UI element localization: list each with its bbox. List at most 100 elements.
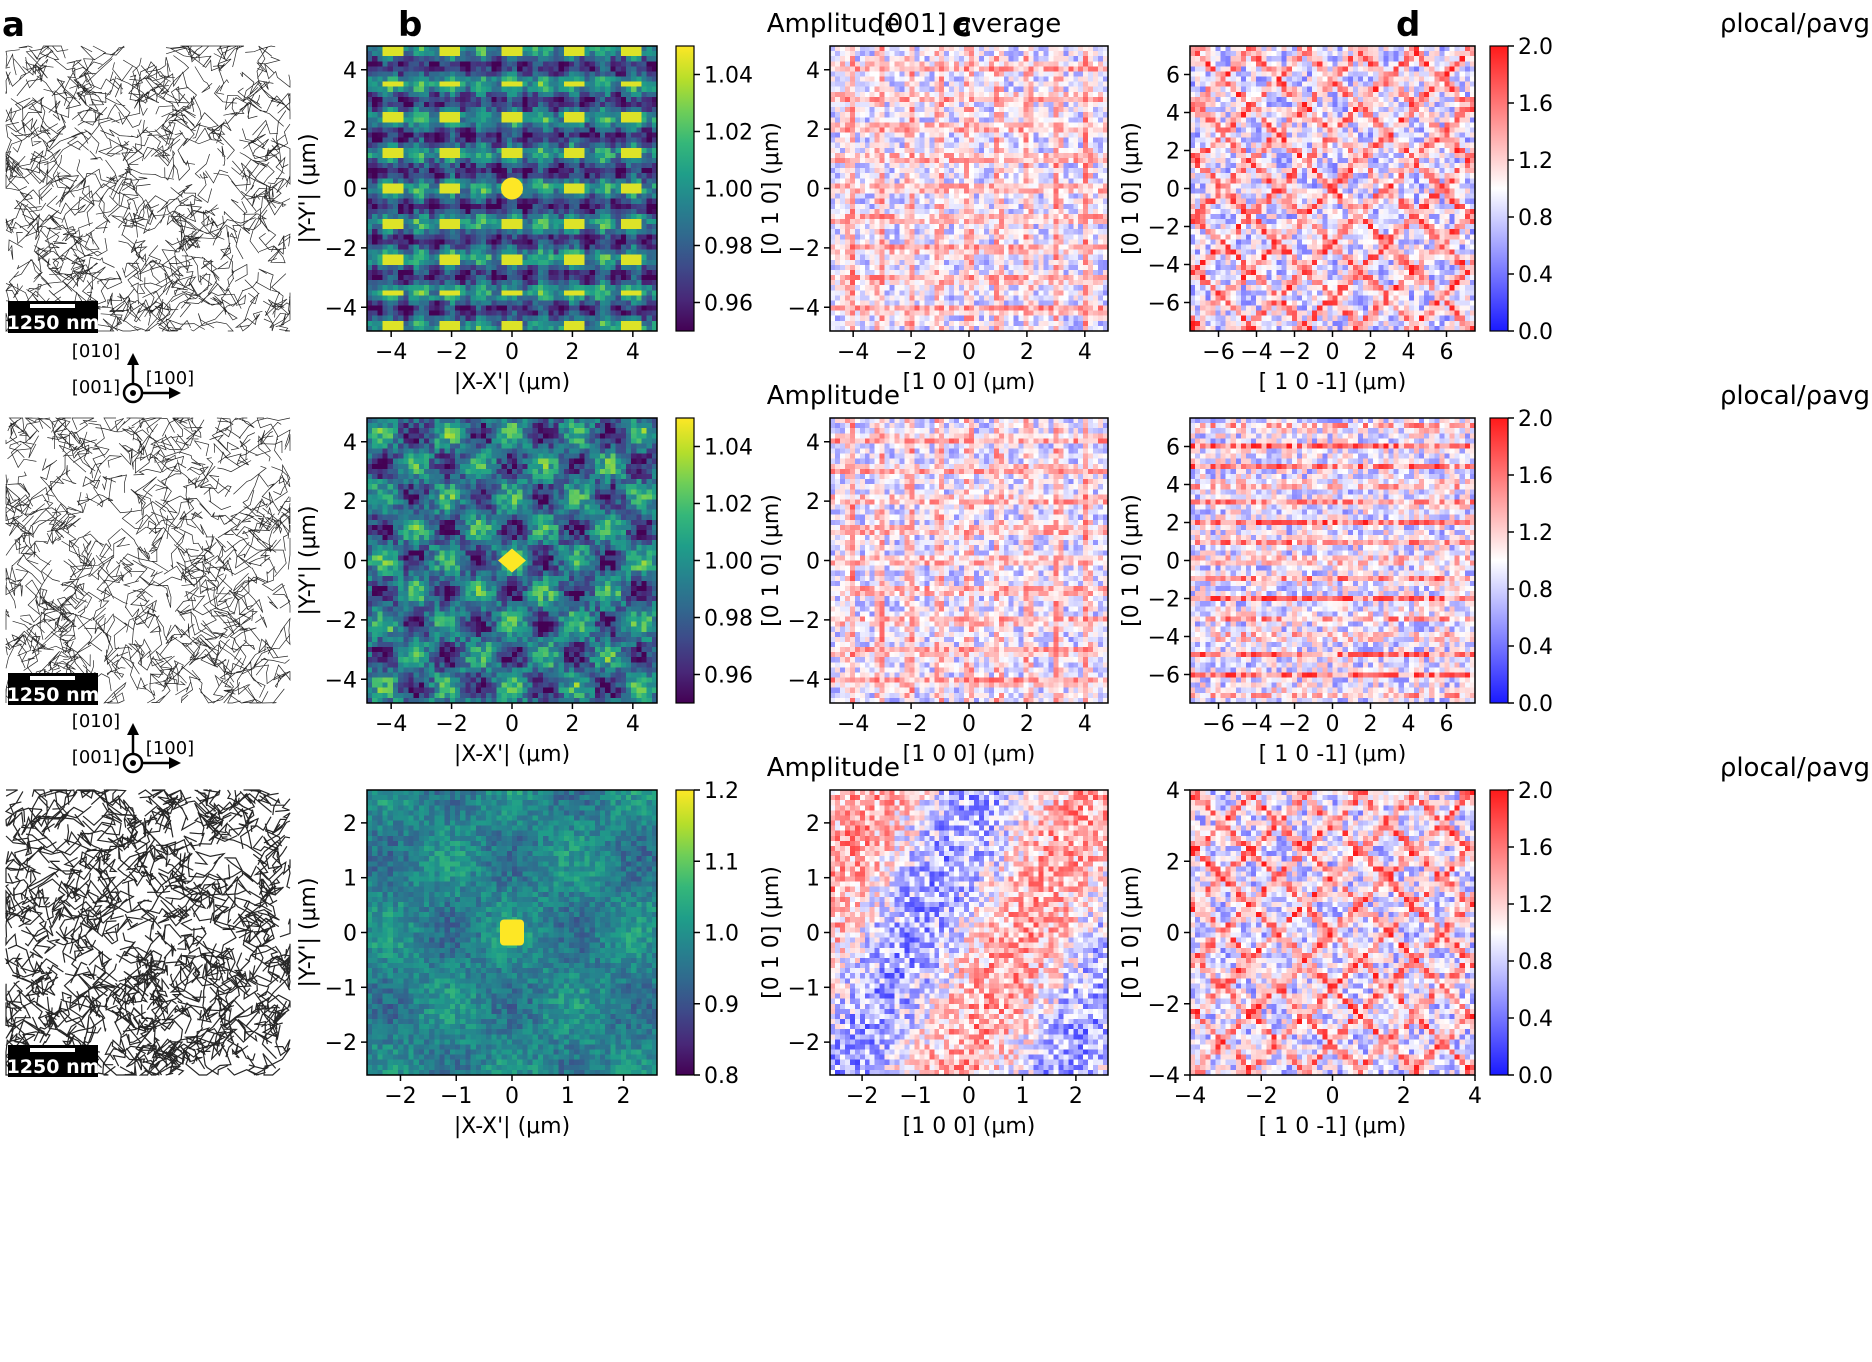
y-axis-label: |Y-Y'| (μm)	[296, 877, 321, 987]
colorbar-tick-label: 1.2	[1518, 149, 1553, 174]
y-tick-label: −2	[325, 609, 357, 634]
panel-letter-d: d	[1396, 5, 1420, 45]
y-tick-label: 0	[1166, 178, 1180, 203]
y-tick-label: −2	[788, 1031, 820, 1056]
colorbar-tick-label: 1.04	[704, 64, 753, 89]
axis-label-001: [001]	[72, 747, 120, 768]
y-tick-label: −4	[788, 296, 820, 321]
heatmap-cells	[830, 418, 1108, 703]
y-tick-label: 4	[806, 431, 820, 456]
x-axis-label: |X-X'| (μm)	[454, 1114, 570, 1139]
colorbar-title: ρlocal/ρavg	[1720, 9, 1870, 39]
y-tick-label: −2	[1148, 216, 1180, 241]
x-tick-label: 4	[626, 712, 640, 737]
y-axis-label: [0 1 0] (μm)	[759, 494, 784, 627]
x-tick-label: −2	[1278, 340, 1310, 365]
x-tick-label: 4	[1402, 712, 1416, 737]
y-tick-label: 0	[1166, 922, 1180, 947]
y-tick-label: 0	[343, 922, 357, 947]
x-axis-label: |X-X'| (μm)	[454, 742, 570, 767]
x-tick-label: 0	[1326, 340, 1340, 365]
x-tick-label: 2	[565, 340, 579, 365]
x-tick-label: −4	[375, 712, 407, 737]
x-tick-label: −4	[837, 340, 869, 365]
colorbar-tick-label: 2.0	[1518, 407, 1553, 432]
colorbar-tick-label: 2.0	[1518, 779, 1553, 804]
y-tick-label: 4	[806, 59, 820, 84]
x-tick-label: −2	[895, 340, 927, 365]
colorbar-tick-label: 0.0	[1518, 692, 1553, 717]
x-tick-label: 6	[1440, 340, 1454, 365]
y-tick-label: −2	[1148, 993, 1180, 1018]
colorbar-tick-label: 0.0	[1518, 320, 1553, 345]
x-tick-label: −2	[384, 1084, 416, 1109]
y-tick-label: 4	[343, 431, 357, 456]
x-tick-label: −4	[1240, 340, 1272, 365]
x-tick-label: −6	[1202, 340, 1234, 365]
y-tick-label: −4	[1148, 1064, 1180, 1089]
colorbar-tick-label: 0.4	[1518, 635, 1553, 660]
x-axis-label: [1 0 0] (μm)	[903, 370, 1036, 395]
x-tick-label: 2	[1364, 712, 1378, 737]
y-tick-label: 4	[343, 59, 357, 84]
x-tick-label: 4	[1402, 340, 1416, 365]
y-tick-label: −4	[1148, 254, 1180, 279]
x-tick-label: 0	[962, 712, 976, 737]
y-tick-label: −2	[325, 237, 357, 262]
y-tick-label: 4	[1166, 474, 1180, 499]
x-axis-label: [ 1 0 -1] (μm)	[1259, 370, 1407, 395]
x-tick-label: 1	[1015, 1084, 1029, 1109]
axis-label-100: [100]	[146, 368, 194, 389]
heatmap-cells	[1190, 418, 1475, 703]
y-tick-label: −1	[325, 976, 357, 1001]
panel-letter-a: a	[2, 5, 25, 45]
colorbar-title: ρlocal/ρavg	[1720, 753, 1870, 783]
x-tick-label: 2	[617, 1084, 631, 1109]
y-tick-label: 0	[806, 550, 820, 575]
colorbar-tick-label: 0.4	[1518, 263, 1553, 288]
heatmap-cells	[830, 46, 1108, 331]
x-tick-label: −6	[1202, 712, 1234, 737]
colorbar-tick-label: 1.00	[704, 178, 753, 203]
x-tick-label: 2	[1397, 1084, 1411, 1109]
x-tick-label: 0	[505, 712, 519, 737]
x-tick-label: 0	[505, 340, 519, 365]
colorbar-tick-label: 1.04	[704, 436, 753, 461]
x-tick-label: 2	[565, 712, 579, 737]
y-tick-label: −2	[788, 609, 820, 634]
scale-bar: 1250 nm	[7, 301, 100, 334]
colorbar-tick-label: 0.4	[1518, 1007, 1553, 1032]
panel-letter-b: b	[398, 5, 422, 45]
x-tick-label: 0	[1326, 712, 1340, 737]
x-axis-label: [ 1 0 -1] (μm)	[1259, 742, 1407, 767]
y-tick-label: −2	[325, 1031, 357, 1056]
colorbar: 0.960.981.001.021.04	[676, 46, 753, 331]
x-tick-label: 0	[1326, 1084, 1340, 1109]
y-tick-label: 0	[806, 922, 820, 947]
colorbar: 0.960.981.001.021.04	[676, 418, 753, 703]
x-axis-label: |X-X'| (μm)	[454, 370, 570, 395]
x-tick-label: 0	[962, 340, 976, 365]
y-axis-label: [0 1 0] (μm)	[759, 866, 784, 999]
y-tick-label: −4	[788, 668, 820, 693]
y-tick-label: 4	[1166, 779, 1180, 804]
colorbar-tick-label: 1.2	[1518, 521, 1553, 546]
y-axis-label: |Y-Y'| (μm)	[296, 505, 321, 615]
x-tick-label: −2	[846, 1084, 878, 1109]
y-axis-label: [0 1 0] (μm)	[1119, 122, 1144, 255]
colorbar-tick-label: 1.2	[1518, 893, 1553, 918]
y-tick-label: −4	[1148, 626, 1180, 651]
crystal-axes-indicator: [010][100][001]	[72, 711, 194, 772]
x-tick-label: 0	[962, 1084, 976, 1109]
y-tick-label: −2	[788, 237, 820, 262]
y-tick-label: 1	[343, 867, 357, 892]
colorbar-tick-label: 0.98	[704, 235, 753, 260]
colorbar-tick-label: 1.02	[704, 121, 753, 146]
colorbar-tick-label: 0.0	[1518, 1064, 1553, 1089]
y-tick-label: 0	[343, 550, 357, 575]
